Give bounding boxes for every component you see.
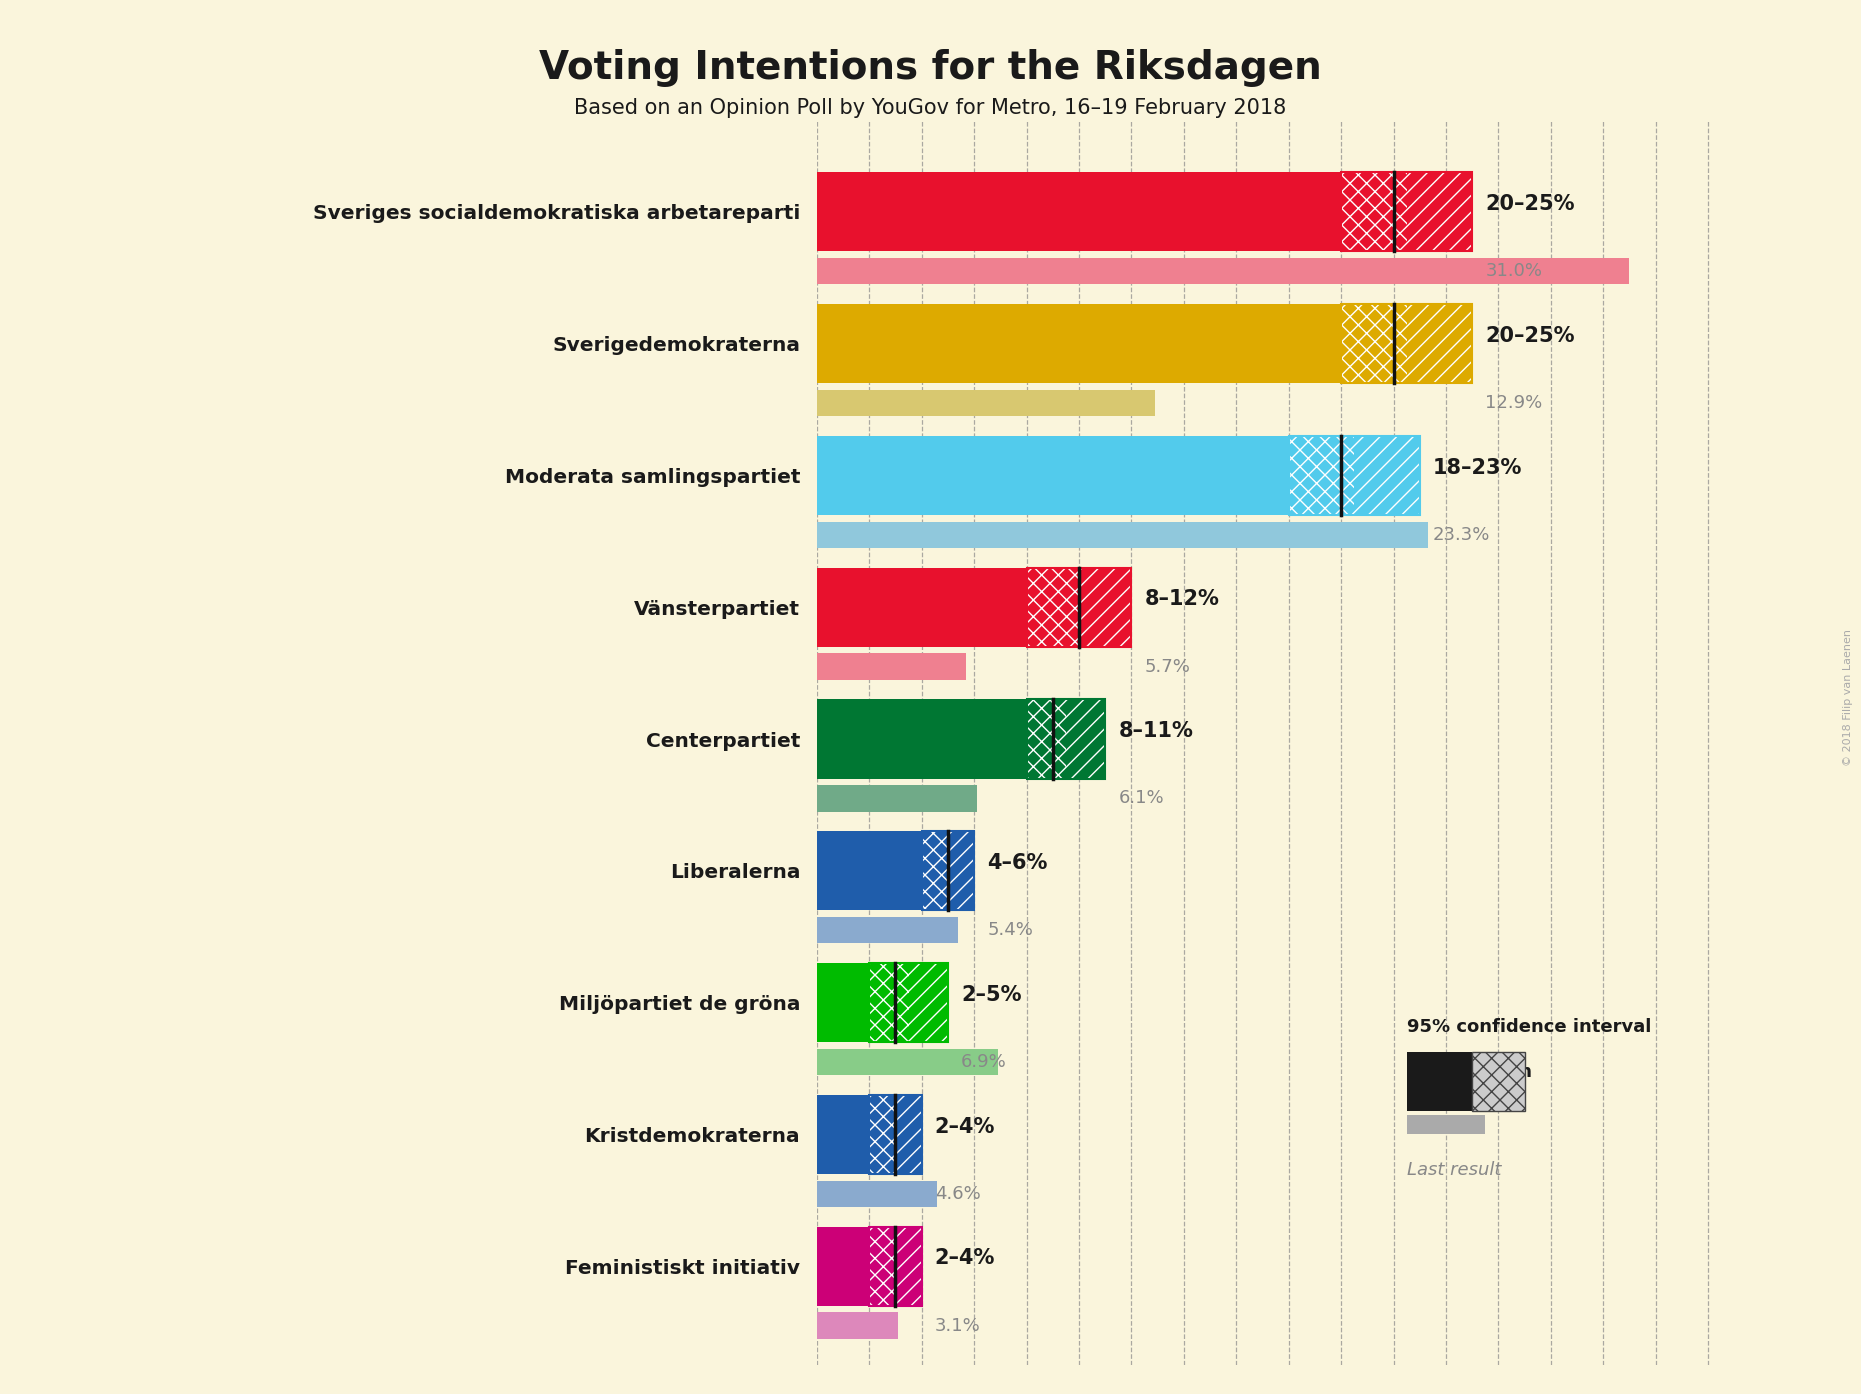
Bar <box>1407 304 1472 383</box>
Text: 2–4%: 2–4% <box>934 1117 996 1136</box>
Bar <box>817 304 1342 383</box>
Bar <box>921 831 973 910</box>
Bar <box>817 1094 869 1174</box>
Text: 18–23%: 18–23% <box>1433 457 1522 478</box>
Bar <box>1288 436 1420 514</box>
Bar <box>1407 173 1472 251</box>
Bar <box>1407 1052 1472 1111</box>
Bar <box>817 521 1427 548</box>
Bar <box>1472 1052 1524 1111</box>
Bar <box>1342 304 1407 383</box>
Bar <box>1288 436 1355 514</box>
Text: 6.9%: 6.9% <box>960 1052 1007 1071</box>
Bar <box>1027 700 1066 779</box>
Bar <box>1407 1115 1485 1135</box>
Bar <box>817 567 1027 647</box>
Text: 2–4%: 2–4% <box>934 1248 996 1269</box>
Bar <box>817 1227 869 1306</box>
Text: 4–6%: 4–6% <box>986 853 1048 873</box>
Bar <box>817 1312 899 1338</box>
Text: Last result: Last result <box>1407 1161 1502 1179</box>
Bar <box>869 1227 921 1306</box>
Text: 20–25%: 20–25% <box>1485 194 1574 213</box>
Text: 95% confidence interval: 95% confidence interval <box>1407 1018 1651 1036</box>
Bar <box>947 831 973 910</box>
Text: 8–12%: 8–12% <box>1145 590 1219 609</box>
Bar <box>817 436 1288 514</box>
Bar <box>921 831 947 910</box>
Bar <box>817 173 1342 251</box>
Text: 5.4%: 5.4% <box>986 921 1033 940</box>
Text: 12.9%: 12.9% <box>1485 395 1543 411</box>
Bar <box>1355 436 1420 514</box>
Text: 20–25%: 20–25% <box>1485 326 1574 346</box>
Bar <box>817 1048 997 1075</box>
Bar <box>1342 173 1407 251</box>
Text: 4.6%: 4.6% <box>934 1185 981 1203</box>
Text: Based on an Opinion Poll by YouGov for Metro, 16–19 February 2018: Based on an Opinion Poll by YouGov for M… <box>575 98 1286 117</box>
Text: with median: with median <box>1407 1064 1532 1080</box>
Bar <box>817 831 921 910</box>
Bar <box>1027 567 1079 647</box>
Bar <box>1342 173 1472 251</box>
Bar <box>817 390 1156 415</box>
Bar <box>869 963 908 1043</box>
Bar <box>1342 304 1472 383</box>
Bar <box>817 700 1027 779</box>
Bar <box>817 654 966 680</box>
Bar <box>895 1094 921 1174</box>
Bar <box>895 1227 921 1306</box>
Bar <box>817 258 1630 284</box>
Bar <box>817 963 869 1043</box>
Text: 2–5%: 2–5% <box>960 984 1022 1005</box>
Bar <box>817 785 977 811</box>
Text: 31.0%: 31.0% <box>1485 262 1543 280</box>
Bar <box>1027 700 1105 779</box>
Bar <box>869 1094 921 1174</box>
Bar <box>1079 567 1131 647</box>
Bar <box>1027 567 1131 647</box>
Bar <box>817 917 958 944</box>
Text: 3.1%: 3.1% <box>934 1316 981 1334</box>
Bar <box>869 1227 895 1306</box>
Text: 5.7%: 5.7% <box>1145 658 1191 676</box>
Bar <box>869 963 947 1043</box>
Text: 8–11%: 8–11% <box>1118 721 1193 742</box>
Text: © 2018 Filip van Laenen: © 2018 Filip van Laenen <box>1842 629 1854 765</box>
Text: 23.3%: 23.3% <box>1433 526 1491 544</box>
Bar <box>908 963 947 1043</box>
Text: Voting Intentions for the Riksdagen: Voting Intentions for the Riksdagen <box>540 49 1321 86</box>
Bar <box>1066 700 1105 779</box>
Bar <box>869 1094 895 1174</box>
Bar <box>817 1181 938 1207</box>
Text: 6.1%: 6.1% <box>1118 789 1163 807</box>
